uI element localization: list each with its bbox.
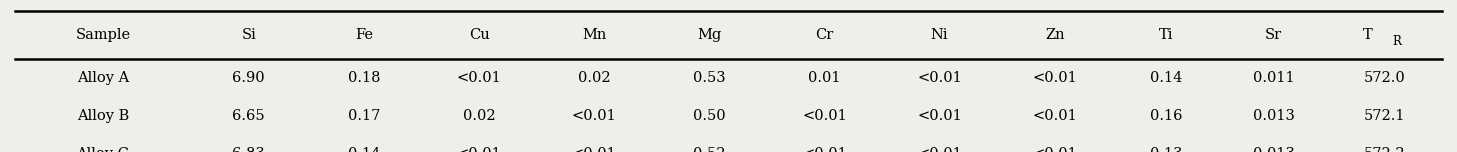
Text: 0.011: 0.011	[1253, 71, 1294, 85]
Text: <0.01: <0.01	[1033, 109, 1077, 123]
Text: 0.16: 0.16	[1150, 109, 1182, 123]
Text: 0.18: 0.18	[348, 71, 380, 85]
Text: <0.01: <0.01	[1033, 147, 1077, 152]
Text: R: R	[1391, 35, 1402, 48]
Text: <0.01: <0.01	[918, 109, 962, 123]
Text: Cr: Cr	[816, 28, 833, 42]
Text: 0.013: 0.013	[1253, 109, 1294, 123]
Text: 0.50: 0.50	[694, 109, 726, 123]
Text: Mg: Mg	[698, 28, 721, 42]
Text: <0.01: <0.01	[571, 147, 616, 152]
Text: 572.1: 572.1	[1364, 109, 1406, 123]
Text: Alloy B: Alloy B	[77, 109, 130, 123]
Text: 6.83: 6.83	[232, 147, 265, 152]
Text: 572.0: 572.0	[1364, 71, 1406, 85]
Text: 6.90: 6.90	[233, 71, 265, 85]
Text: 6.65: 6.65	[233, 109, 265, 123]
Text: <0.01: <0.01	[803, 147, 847, 152]
Text: <0.01: <0.01	[571, 109, 616, 123]
Text: Alloy C: Alloy C	[76, 147, 130, 152]
Text: 0.17: 0.17	[348, 109, 380, 123]
Text: T: T	[1362, 28, 1372, 42]
Text: <0.01: <0.01	[456, 71, 501, 85]
Text: Zn: Zn	[1045, 28, 1065, 42]
Text: Mn: Mn	[581, 28, 606, 42]
Text: 0.013: 0.013	[1253, 147, 1294, 152]
Text: Ni: Ni	[931, 28, 949, 42]
Text: Fe: Fe	[356, 28, 373, 42]
Text: 0.01: 0.01	[809, 71, 841, 85]
Text: <0.01: <0.01	[918, 147, 962, 152]
Text: <0.01: <0.01	[918, 71, 962, 85]
Text: <0.01: <0.01	[1033, 71, 1077, 85]
Text: <0.01: <0.01	[456, 147, 501, 152]
Text: Sample: Sample	[76, 28, 131, 42]
Text: 0.02: 0.02	[578, 71, 610, 85]
Text: 0.13: 0.13	[1150, 147, 1182, 152]
Text: 572.2: 572.2	[1364, 147, 1406, 152]
Text: 0.02: 0.02	[463, 109, 495, 123]
Text: 0.14: 0.14	[348, 147, 380, 152]
Text: 0.14: 0.14	[1150, 71, 1182, 85]
Text: <0.01: <0.01	[803, 109, 847, 123]
Text: 0.53: 0.53	[694, 71, 726, 85]
Text: Ti: Ti	[1158, 28, 1173, 42]
Text: 0.52: 0.52	[694, 147, 726, 152]
Text: Cu: Cu	[469, 28, 490, 42]
Text: Alloy A: Alloy A	[77, 71, 130, 85]
Text: Sr: Sr	[1265, 28, 1282, 42]
Text: Si: Si	[242, 28, 256, 42]
